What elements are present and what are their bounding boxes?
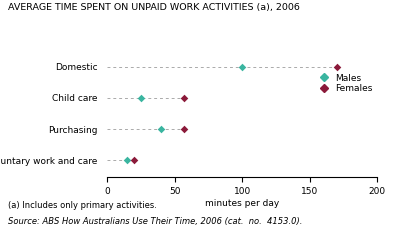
Text: AVERAGE TIME SPENT ON UNPAID WORK ACTIVITIES (a), 2006: AVERAGE TIME SPENT ON UNPAID WORK ACTIVI…	[8, 3, 300, 12]
Point	[181, 127, 187, 131]
X-axis label: minutes per day: minutes per day	[205, 199, 279, 207]
Text: Source: ABS How Australians Use Their Time, 2006 (cat.  no.  4153.0).: Source: ABS How Australians Use Their Ti…	[8, 217, 302, 226]
Point	[131, 158, 137, 162]
Text: (a) Includes only primary activities.: (a) Includes only primary activities.	[8, 201, 157, 210]
Legend: Males, Females: Males, Females	[315, 74, 373, 93]
Point	[138, 96, 144, 100]
Point	[158, 127, 164, 131]
Point	[239, 65, 245, 69]
Point	[124, 158, 131, 162]
Point	[181, 96, 187, 100]
Point	[333, 65, 340, 69]
